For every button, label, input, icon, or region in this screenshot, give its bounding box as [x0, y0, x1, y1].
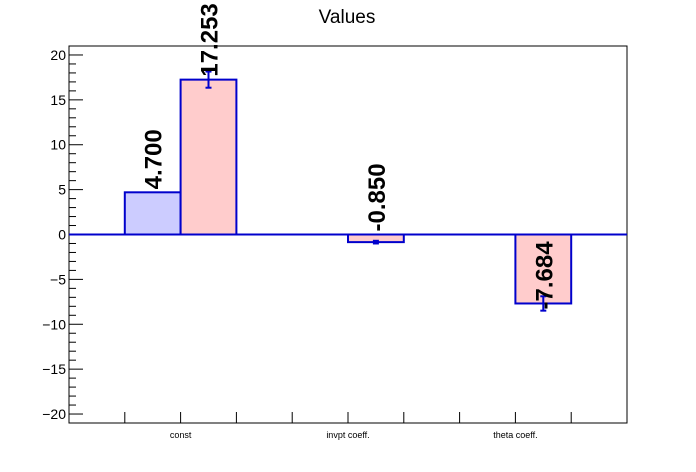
y-tick-label: 0: [58, 227, 66, 243]
data-label: 17.253: [197, 3, 224, 76]
bar-const: [123, 191, 182, 236]
data-label: -7.684: [531, 241, 558, 310]
y-tick-label: −15: [42, 361, 66, 377]
bar-theta-coeff-: [514, 233, 573, 305]
bar-const: [179, 78, 238, 236]
y-tick-label: 10: [50, 137, 66, 153]
y-tick-label: −20: [42, 406, 66, 422]
error-bars: [205, 70, 547, 312]
category-label: const: [170, 430, 192, 440]
data-labels: 4.700 17.253 -0.850 -7.684: [141, 3, 559, 309]
chart-title: Values: [319, 7, 376, 28]
category-label: theta coeff.: [493, 430, 537, 440]
x-axis: [124, 412, 572, 423]
bars: [123, 78, 573, 305]
category-labels: const invpt coeff. theta coeff.: [170, 430, 538, 440]
y-tick-label: −5: [50, 271, 66, 287]
y-tick-label: 20: [50, 47, 66, 63]
y-tick-label: 5: [58, 182, 66, 198]
y-tick-label: −10: [42, 316, 66, 332]
y-axis: −20 −15 −10 −5 0 5 10 15 20: [42, 47, 83, 422]
y-tick-label: 15: [50, 92, 66, 108]
data-label: -0.850: [364, 163, 391, 231]
data-label: 4.700: [141, 129, 168, 189]
category-label: invpt coeff.: [326, 430, 369, 440]
